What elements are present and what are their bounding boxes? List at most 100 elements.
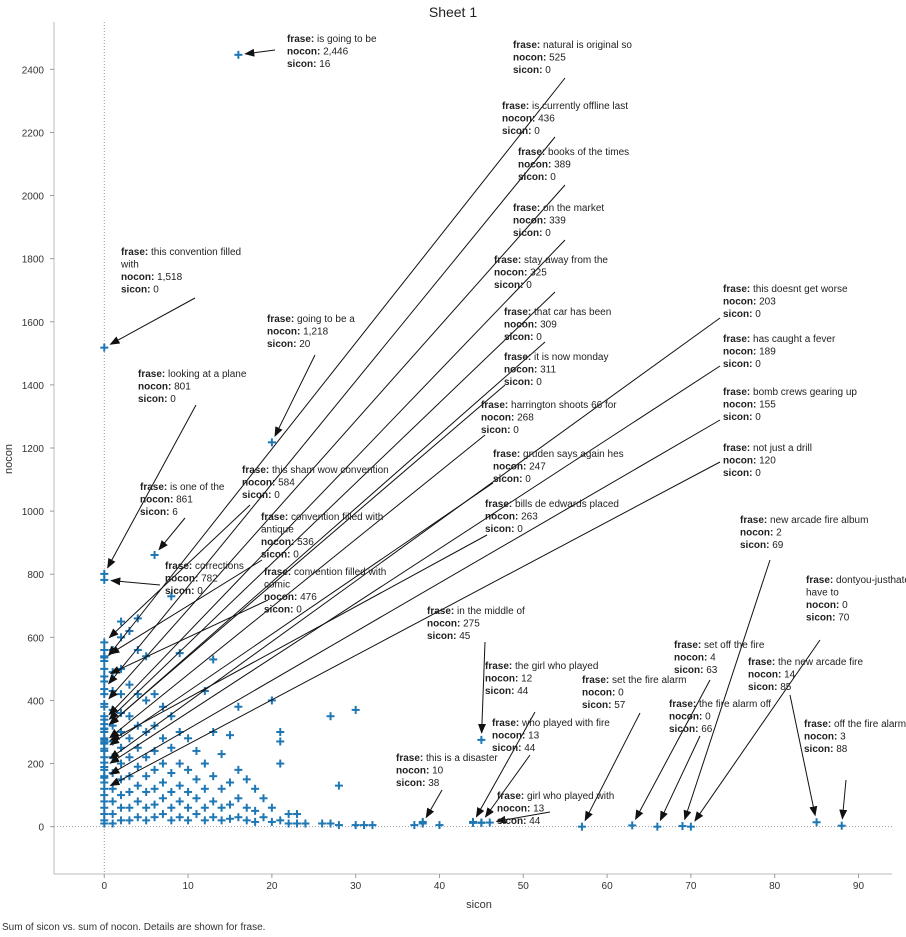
data-point: [577, 822, 586, 831]
data-point: [276, 737, 285, 746]
data-point: [234, 702, 243, 711]
annotation: frase: the girl who played nocon: 12sicon…: [485, 661, 598, 697]
annotation-arrow: [109, 297, 196, 345]
annotation-line: frase: the girl who played: [485, 661, 598, 672]
data-point: [334, 781, 343, 790]
data-point: [209, 797, 218, 806]
annotation: frase: convention filled with comicnocon:…: [264, 567, 386, 616]
data-point: [100, 690, 109, 699]
annotation-line: sicon: 0: [502, 126, 540, 137]
data-point: [175, 797, 184, 806]
annotation-line: nocon: 263: [485, 512, 538, 523]
annotation-line: frase: this doesnt get worse: [723, 284, 848, 295]
data-point: [326, 819, 335, 828]
data-point: [477, 735, 486, 744]
data-point: [259, 813, 268, 822]
data-point: [133, 813, 142, 822]
annotation-line: frase: on the market: [513, 203, 604, 214]
data-point: [117, 690, 126, 699]
annotation-arrow: [477, 641, 486, 734]
y-tick-label: 200: [27, 760, 44, 771]
annotation-arrow: [635, 679, 711, 821]
annotation-line: sicon: 0: [481, 425, 519, 436]
annotation-line: frase: this is a disaster: [396, 753, 498, 764]
data-point: [200, 816, 209, 825]
y-tick-label: 2400: [22, 65, 45, 76]
annotation-line: frase: it is now monday: [504, 352, 609, 363]
annotation-arrow: [789, 694, 818, 817]
annotation-line: sicon: 88: [804, 744, 848, 755]
data-point: [217, 803, 226, 812]
data-point: [125, 816, 134, 825]
x-tick-label: 50: [518, 881, 530, 892]
annotation-line: sicon: 0: [723, 359, 761, 370]
data-point: [167, 743, 176, 752]
annotation-line: sicon: 0: [494, 280, 532, 291]
annotation-line: nocon: 584: [242, 478, 295, 489]
annotation-arrow: [109, 419, 721, 775]
annotation-line: sicon: 85: [748, 682, 792, 693]
data-point: [125, 753, 134, 762]
data-point: [200, 759, 209, 768]
annotation-arrow: [107, 404, 197, 569]
data-point: [418, 819, 427, 828]
annotation-line: sicon: 0: [513, 228, 551, 239]
data-point: [100, 819, 109, 828]
x-tick-label: 30: [350, 881, 362, 892]
data-point: [175, 813, 184, 822]
x-tick-label: 60: [602, 881, 614, 892]
annotation-arrow: [839, 779, 848, 820]
data-point: [435, 821, 444, 830]
annotation-line: sicon: 0: [504, 377, 542, 388]
data-point: [100, 652, 109, 661]
data-point: [812, 818, 821, 827]
annotation: frase: who played with fire nocon: 13sico…: [492, 718, 610, 754]
x-tick-label: 10: [183, 881, 195, 892]
annotation-line: frase: that car has been: [504, 307, 611, 318]
annotation: frase: the new arcade fire nocon: 14sicon…: [748, 657, 864, 693]
annotation-line: sicon: 63: [674, 665, 718, 676]
data-point: [158, 734, 167, 743]
data-point: [209, 772, 218, 781]
data-point: [117, 803, 126, 812]
annotation-line: frase: going to be a: [267, 314, 355, 325]
annotation-line: sicon: 0: [723, 412, 761, 423]
data-point: [167, 787, 176, 796]
data-point: [192, 794, 201, 803]
annotation: frase: it is now monday nocon: 311sicon: …: [504, 352, 609, 388]
annotation-line: frase: dontyou-justhateitwhen you: [806, 575, 906, 586]
data-point: [200, 803, 209, 812]
data-point: [133, 797, 142, 806]
y-tick-label: 400: [27, 696, 44, 707]
annotation-line: comic: [264, 580, 290, 591]
data-point: [184, 816, 193, 825]
annotation-line: nocon: 14: [748, 670, 796, 681]
data-point: [225, 814, 234, 823]
data-point: [242, 775, 251, 784]
data-point: [267, 817, 276, 826]
annotation-arrows: [107, 48, 848, 824]
annotation-arrow: [108, 384, 506, 725]
annotation-line: nocon: 339: [513, 216, 566, 227]
annotation-line: sicon: 0: [121, 285, 159, 296]
annotation: frase: in the middle of nocon: 275sicon: …: [427, 606, 525, 642]
data-point: [158, 794, 167, 803]
data-point: [217, 784, 226, 793]
annotation-line: nocon: 3: [804, 732, 846, 743]
annotation-line: nocon: 389: [518, 160, 571, 171]
data-point: [150, 550, 159, 559]
annotation-arrow: [694, 639, 821, 822]
annotation-arrow: [109, 461, 721, 786]
annotation: frase: stay away from the nocon: 325sicon…: [494, 255, 608, 291]
annotation-line: nocon: 155: [723, 400, 776, 411]
annotation-arrow: [108, 184, 566, 700]
data-point: [108, 784, 117, 793]
data-point: [225, 800, 234, 809]
data-point: [184, 734, 193, 743]
annotation-line: sicon: 0: [242, 490, 280, 501]
annotation: frase: bomb crews gearing up nocon: 155si…: [723, 387, 857, 423]
y-tick-label: 1600: [22, 318, 45, 329]
annotation-line: nocon: 0: [806, 600, 848, 611]
